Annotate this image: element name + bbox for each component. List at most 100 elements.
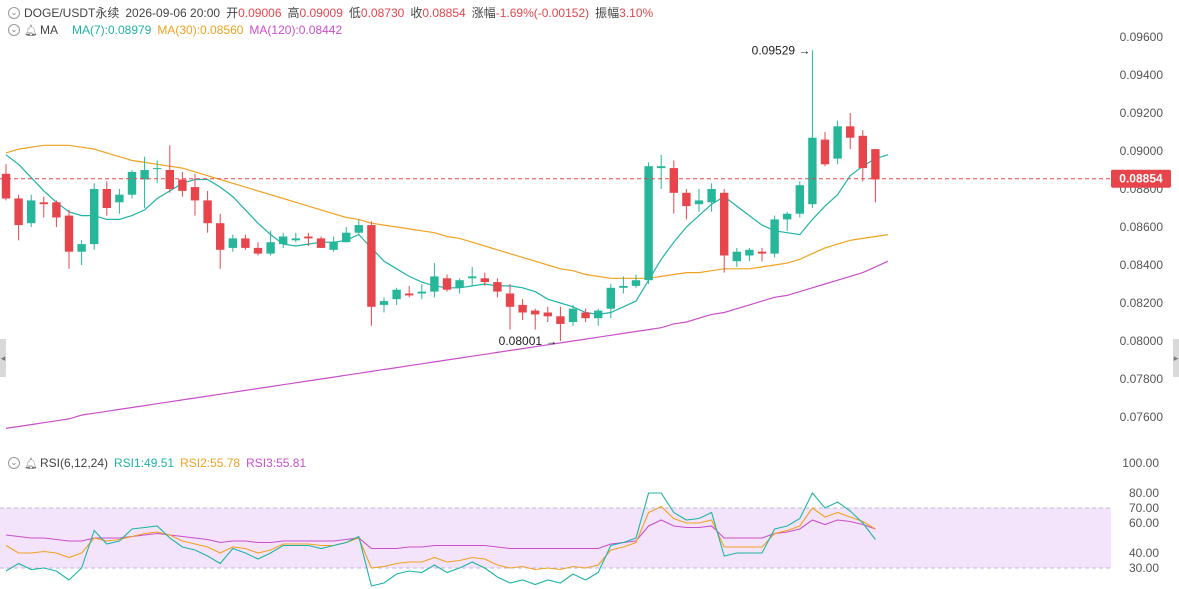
rsi-title[interactable]: RSI(6,12,24) [39, 456, 109, 470]
candle-up [153, 168, 162, 170]
candle-up [644, 166, 653, 281]
rsi-tick-label: 60.00 [1129, 516, 1159, 530]
rsi1-line [5, 492, 876, 587]
candle-up [468, 276, 477, 279]
low-label: 低 [348, 6, 361, 20]
candle-up [631, 280, 641, 286]
candle-up [833, 126, 842, 159]
amplitude-label: 振幅 [595, 6, 620, 20]
scroll-right-handle[interactable]: ▸ [1173, 339, 1179, 377]
price-tick-label: 0.07600 [1120, 410, 1164, 424]
scroll-left-handle[interactable]: ◂ [0, 339, 6, 377]
candle-up [77, 244, 86, 252]
candle-down [178, 179, 187, 191]
bell-icon[interactable]: 🔔︎ [24, 24, 38, 37]
ma-legend: ⌄ 🔔︎ MA MA(7):0.08979 MA(30):0.08560 MA(… [8, 23, 348, 37]
ohlc-header: ⌄ DOGE/USDT永续 2026-09-06 20:00 开 0.09006… [8, 4, 659, 21]
price-tick-label: 0.08600 [1120, 220, 1164, 234]
candle-down [52, 202, 61, 218]
candle-down [216, 223, 225, 250]
candle-up [568, 308, 578, 322]
candle-down [846, 126, 855, 138]
candle-up [694, 200, 704, 205]
candle-down [720, 192, 729, 256]
rsi-legend: ⌄ 🔔︎ RSI(6,12,24) RSI1:49.51 RSI2:55.78 … [8, 456, 312, 470]
candle-up [329, 242, 338, 250]
rsi-tick-label: 40.00 [1129, 546, 1159, 560]
candle-up [657, 166, 666, 169]
candle-up [795, 185, 804, 214]
rsi2-legend: RSI2:55.78 [180, 456, 241, 470]
rsi3-legend: RSI3:55.81 [246, 456, 307, 470]
candle-up [594, 310, 603, 319]
candle-down [405, 293, 414, 296]
price-tick-label: 0.08400 [1120, 258, 1164, 272]
collapse-icon[interactable]: ⌄ [8, 24, 20, 36]
candle-down [1, 173, 11, 199]
low-value: 0.08730 [360, 5, 405, 20]
candle-down [556, 316, 565, 324]
rsi-tick-label: 80.00 [1129, 486, 1159, 500]
price-tick-label: 0.09000 [1120, 144, 1164, 158]
candle-down [241, 238, 250, 248]
candle-up [27, 200, 36, 224]
ma30-line [5, 144, 889, 279]
candle-up [770, 219, 779, 254]
rsi-lines [5, 492, 876, 587]
candle-down [531, 310, 540, 315]
candle-up [783, 213, 792, 220]
open-value: 0.09006 [238, 5, 282, 20]
rsi-tick-label: 30.00 [1129, 561, 1159, 575]
collapse-icon[interactable]: ⌄ [8, 457, 20, 469]
candle-down [505, 293, 515, 307]
high-value: 0.09009 [299, 5, 343, 20]
candle-down [493, 282, 502, 292]
candle-down [316, 238, 326, 248]
candle-down [165, 170, 174, 189]
candle-down [581, 312, 590, 319]
candle-up [707, 189, 716, 203]
candle-up [392, 289, 401, 300]
candle-down [39, 202, 48, 205]
ma7-legend: MA(7):0.08979 [71, 23, 152, 37]
rsi2-line [5, 505, 876, 571]
candle-up [606, 287, 615, 309]
close-label: 收 [410, 6, 423, 20]
candle-up [417, 291, 426, 294]
candle-up [619, 285, 628, 288]
candle-down [64, 215, 74, 252]
ma30-legend: MA(30):0.08560 [157, 23, 244, 37]
candle-up [140, 170, 149, 180]
ma-title[interactable]: MA [39, 23, 58, 37]
price-tick-label: 0.08000 [1120, 334, 1164, 348]
high-annotation: 0.09529 → [752, 43, 811, 57]
current-price-tag[interactable]: 0.08854 [1111, 169, 1171, 188]
candle-down [682, 192, 691, 207]
candle-up [354, 225, 363, 233]
price-tick-label: 0.09600 [1120, 30, 1164, 44]
candle-up [266, 242, 275, 254]
price-tick-label: 0.09400 [1120, 68, 1164, 82]
candle-up [732, 251, 741, 262]
change-label: 涨幅 [471, 6, 496, 20]
amplitude-value: 3.10% [619, 5, 654, 20]
candle-up [342, 232, 351, 243]
candle-down [442, 278, 452, 290]
candle-up [455, 280, 464, 288]
high-label: 高 [287, 6, 300, 20]
bell-icon[interactable]: 🔔︎ [24, 457, 38, 470]
symbol-label: DOGE/USDT永续 [24, 6, 120, 20]
chevron-left-icon: ◂ [0, 353, 6, 363]
rsi-band [0, 508, 1111, 568]
change-value: -1.69%(-0.00152) [495, 5, 590, 20]
candle-up [379, 301, 389, 305]
candle-down [304, 236, 313, 239]
candle-down [102, 189, 111, 208]
price-tick-label: 0.07800 [1120, 372, 1164, 386]
candle-down [367, 225, 376, 307]
candle-up [745, 249, 754, 256]
candle-up [127, 171, 137, 195]
collapse-icon[interactable]: ⌄ [8, 6, 20, 19]
candle-down [858, 135, 867, 169]
